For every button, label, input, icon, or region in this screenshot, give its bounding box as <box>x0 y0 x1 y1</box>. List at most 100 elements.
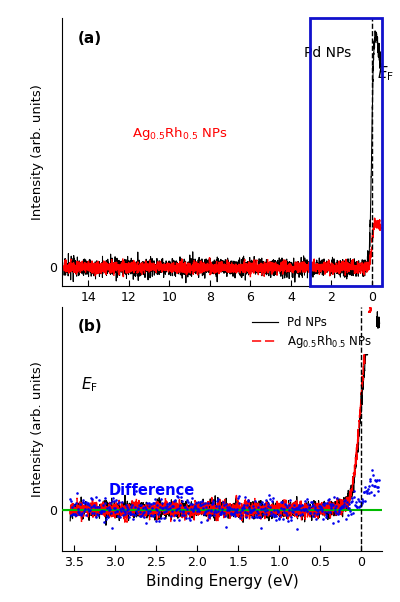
Point <box>248 512 255 522</box>
Point <box>280 504 286 514</box>
Point <box>235 493 241 503</box>
Point <box>155 509 161 518</box>
Point <box>199 496 205 506</box>
Point <box>376 476 382 485</box>
Point <box>252 496 258 506</box>
Point <box>70 509 76 518</box>
Point <box>149 503 155 512</box>
Point <box>70 509 76 519</box>
Point <box>84 499 90 509</box>
Point <box>358 494 365 504</box>
Point <box>92 512 99 522</box>
Point <box>76 507 82 517</box>
Point <box>113 495 119 505</box>
Point <box>255 508 262 518</box>
Point <box>186 513 192 523</box>
Point <box>74 488 80 498</box>
Point <box>182 503 188 512</box>
Point <box>240 500 247 509</box>
Point <box>328 504 335 514</box>
Point <box>187 499 194 509</box>
Point <box>128 502 134 512</box>
Point <box>340 499 347 509</box>
Point <box>277 510 283 520</box>
Point <box>264 505 270 515</box>
Point <box>110 496 117 506</box>
Point <box>159 503 165 513</box>
Point <box>120 510 126 520</box>
Bar <box>310 18 382 286</box>
Point <box>236 491 242 501</box>
Point <box>258 523 264 533</box>
Point <box>148 499 154 509</box>
Point <box>98 508 104 518</box>
Point <box>308 497 315 506</box>
Point <box>246 503 252 512</box>
Point <box>112 503 118 513</box>
Point <box>96 502 102 512</box>
Point <box>171 515 177 524</box>
Point <box>220 508 227 518</box>
Point <box>268 510 274 520</box>
Point <box>121 506 127 516</box>
Point <box>292 509 299 519</box>
Point <box>67 494 74 504</box>
Point <box>81 506 87 516</box>
Point <box>208 504 214 514</box>
Point <box>172 495 179 505</box>
Point <box>197 500 203 509</box>
Point <box>219 504 225 514</box>
Point <box>344 497 350 507</box>
Point <box>150 510 157 520</box>
Point <box>176 501 183 510</box>
Point <box>148 510 154 520</box>
Point <box>290 504 297 514</box>
Point <box>142 504 149 514</box>
Ag$_{0.5}$Rh$_{0.5}$ NPs <box>68 506 73 514</box>
Point <box>80 497 86 507</box>
Point <box>316 501 323 511</box>
Point <box>193 503 199 512</box>
Point <box>349 496 355 506</box>
Point <box>324 507 331 517</box>
Point <box>175 492 181 502</box>
Point <box>317 504 324 514</box>
Point <box>363 486 369 495</box>
Point <box>321 500 327 509</box>
Point <box>336 507 343 517</box>
Point <box>318 506 325 516</box>
Point <box>124 503 130 512</box>
Point <box>162 503 168 512</box>
Point <box>349 493 356 503</box>
Ag$_{0.5}$Rh$_{0.5}$ NPs <box>84 500 88 507</box>
Pd NPs <box>377 320 382 327</box>
Point <box>82 510 89 520</box>
Point <box>183 495 190 505</box>
Point <box>136 500 142 509</box>
Point <box>152 504 159 514</box>
Point <box>216 501 222 510</box>
Point <box>289 503 296 513</box>
Point <box>227 503 233 513</box>
Point <box>190 506 196 516</box>
Point <box>372 482 378 491</box>
Point <box>232 511 239 521</box>
Point <box>325 495 332 505</box>
Point <box>268 507 274 517</box>
Point <box>71 510 78 520</box>
Point <box>311 508 317 518</box>
Point <box>237 507 243 517</box>
Point <box>168 506 175 516</box>
Point <box>282 500 288 509</box>
Point <box>174 491 180 501</box>
Legend: Pd NPs, Ag$_{0.5}$Rh$_{0.5}$ NPs: Pd NPs, Ag$_{0.5}$Rh$_{0.5}$ NPs <box>248 313 376 353</box>
Point <box>310 511 316 521</box>
Point <box>299 509 306 519</box>
Point <box>320 514 326 524</box>
Point <box>344 510 351 520</box>
Point <box>284 510 290 520</box>
Point <box>126 509 133 519</box>
Point <box>290 507 296 517</box>
Ag$_{0.5}$Rh$_{0.5}$ NPs <box>312 500 316 507</box>
Point <box>364 488 370 497</box>
